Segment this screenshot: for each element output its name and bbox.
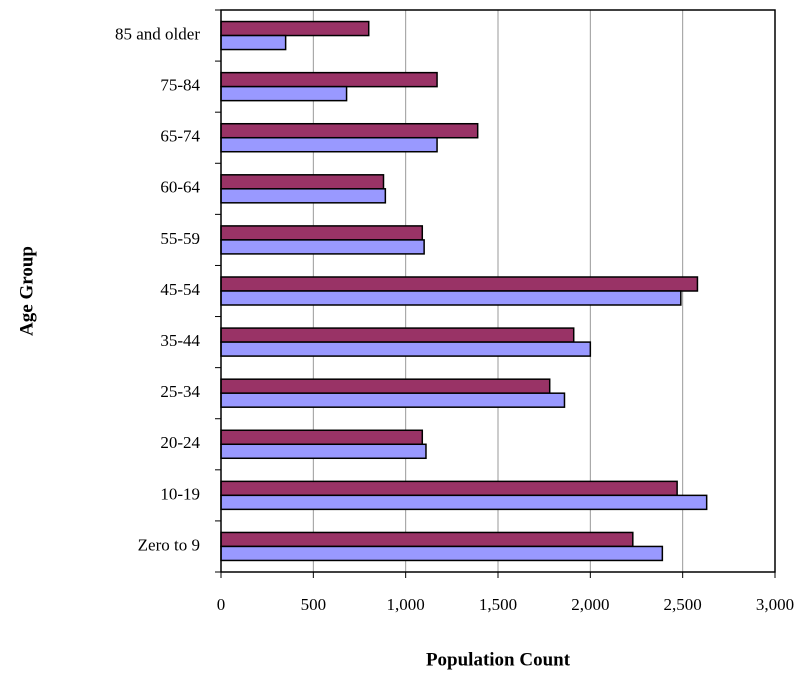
bar <box>220 71 438 88</box>
y-tick-label: 25-34 <box>160 382 200 401</box>
y-tick-label: Zero to 9 <box>138 535 200 554</box>
bar <box>220 531 634 548</box>
x-tick-label: 3,000 <box>756 595 794 614</box>
bar <box>220 174 385 190</box>
bar <box>220 378 551 394</box>
x-tick-label: 0 <box>217 595 226 614</box>
y-tick-label: 60-64 <box>160 178 200 197</box>
x-tick-label: 1,000 <box>387 595 425 614</box>
bar <box>220 443 427 460</box>
x-axis-title: Population Count <box>426 649 571 670</box>
x-tick-label: 1,500 <box>479 595 517 614</box>
y-tick-label: 35-44 <box>160 331 200 350</box>
bar <box>220 34 287 51</box>
bar <box>220 239 425 255</box>
bar <box>220 327 575 343</box>
y-tick-label: 65-74 <box>160 127 200 146</box>
y-tick-label: 20-24 <box>160 433 200 452</box>
bar <box>220 545 664 562</box>
x-tick-label: 2,000 <box>571 595 609 614</box>
bar <box>220 122 479 139</box>
bar <box>220 494 708 511</box>
plot-frame <box>220 9 776 573</box>
bar <box>220 20 370 37</box>
x-tick-label: 500 <box>301 595 327 614</box>
bar <box>220 225 424 241</box>
bar <box>220 136 438 153</box>
bar <box>220 341 592 357</box>
bar <box>220 85 348 102</box>
y-tick-label: 55-59 <box>160 229 200 248</box>
bar <box>220 188 387 204</box>
x-tick-label: 2,500 <box>664 595 702 614</box>
bar <box>220 392 566 408</box>
y-axis-title: Age Group <box>16 246 37 336</box>
y-tick-label: 45-54 <box>160 280 200 299</box>
bar <box>220 429 424 446</box>
bar <box>220 276 699 292</box>
y-tick-label: 85 and older <box>115 24 200 43</box>
bar <box>220 480 678 497</box>
y-tick-label: 10-19 <box>160 484 200 503</box>
y-tick-label: 75-84 <box>160 76 200 95</box>
bar <box>220 290 682 306</box>
